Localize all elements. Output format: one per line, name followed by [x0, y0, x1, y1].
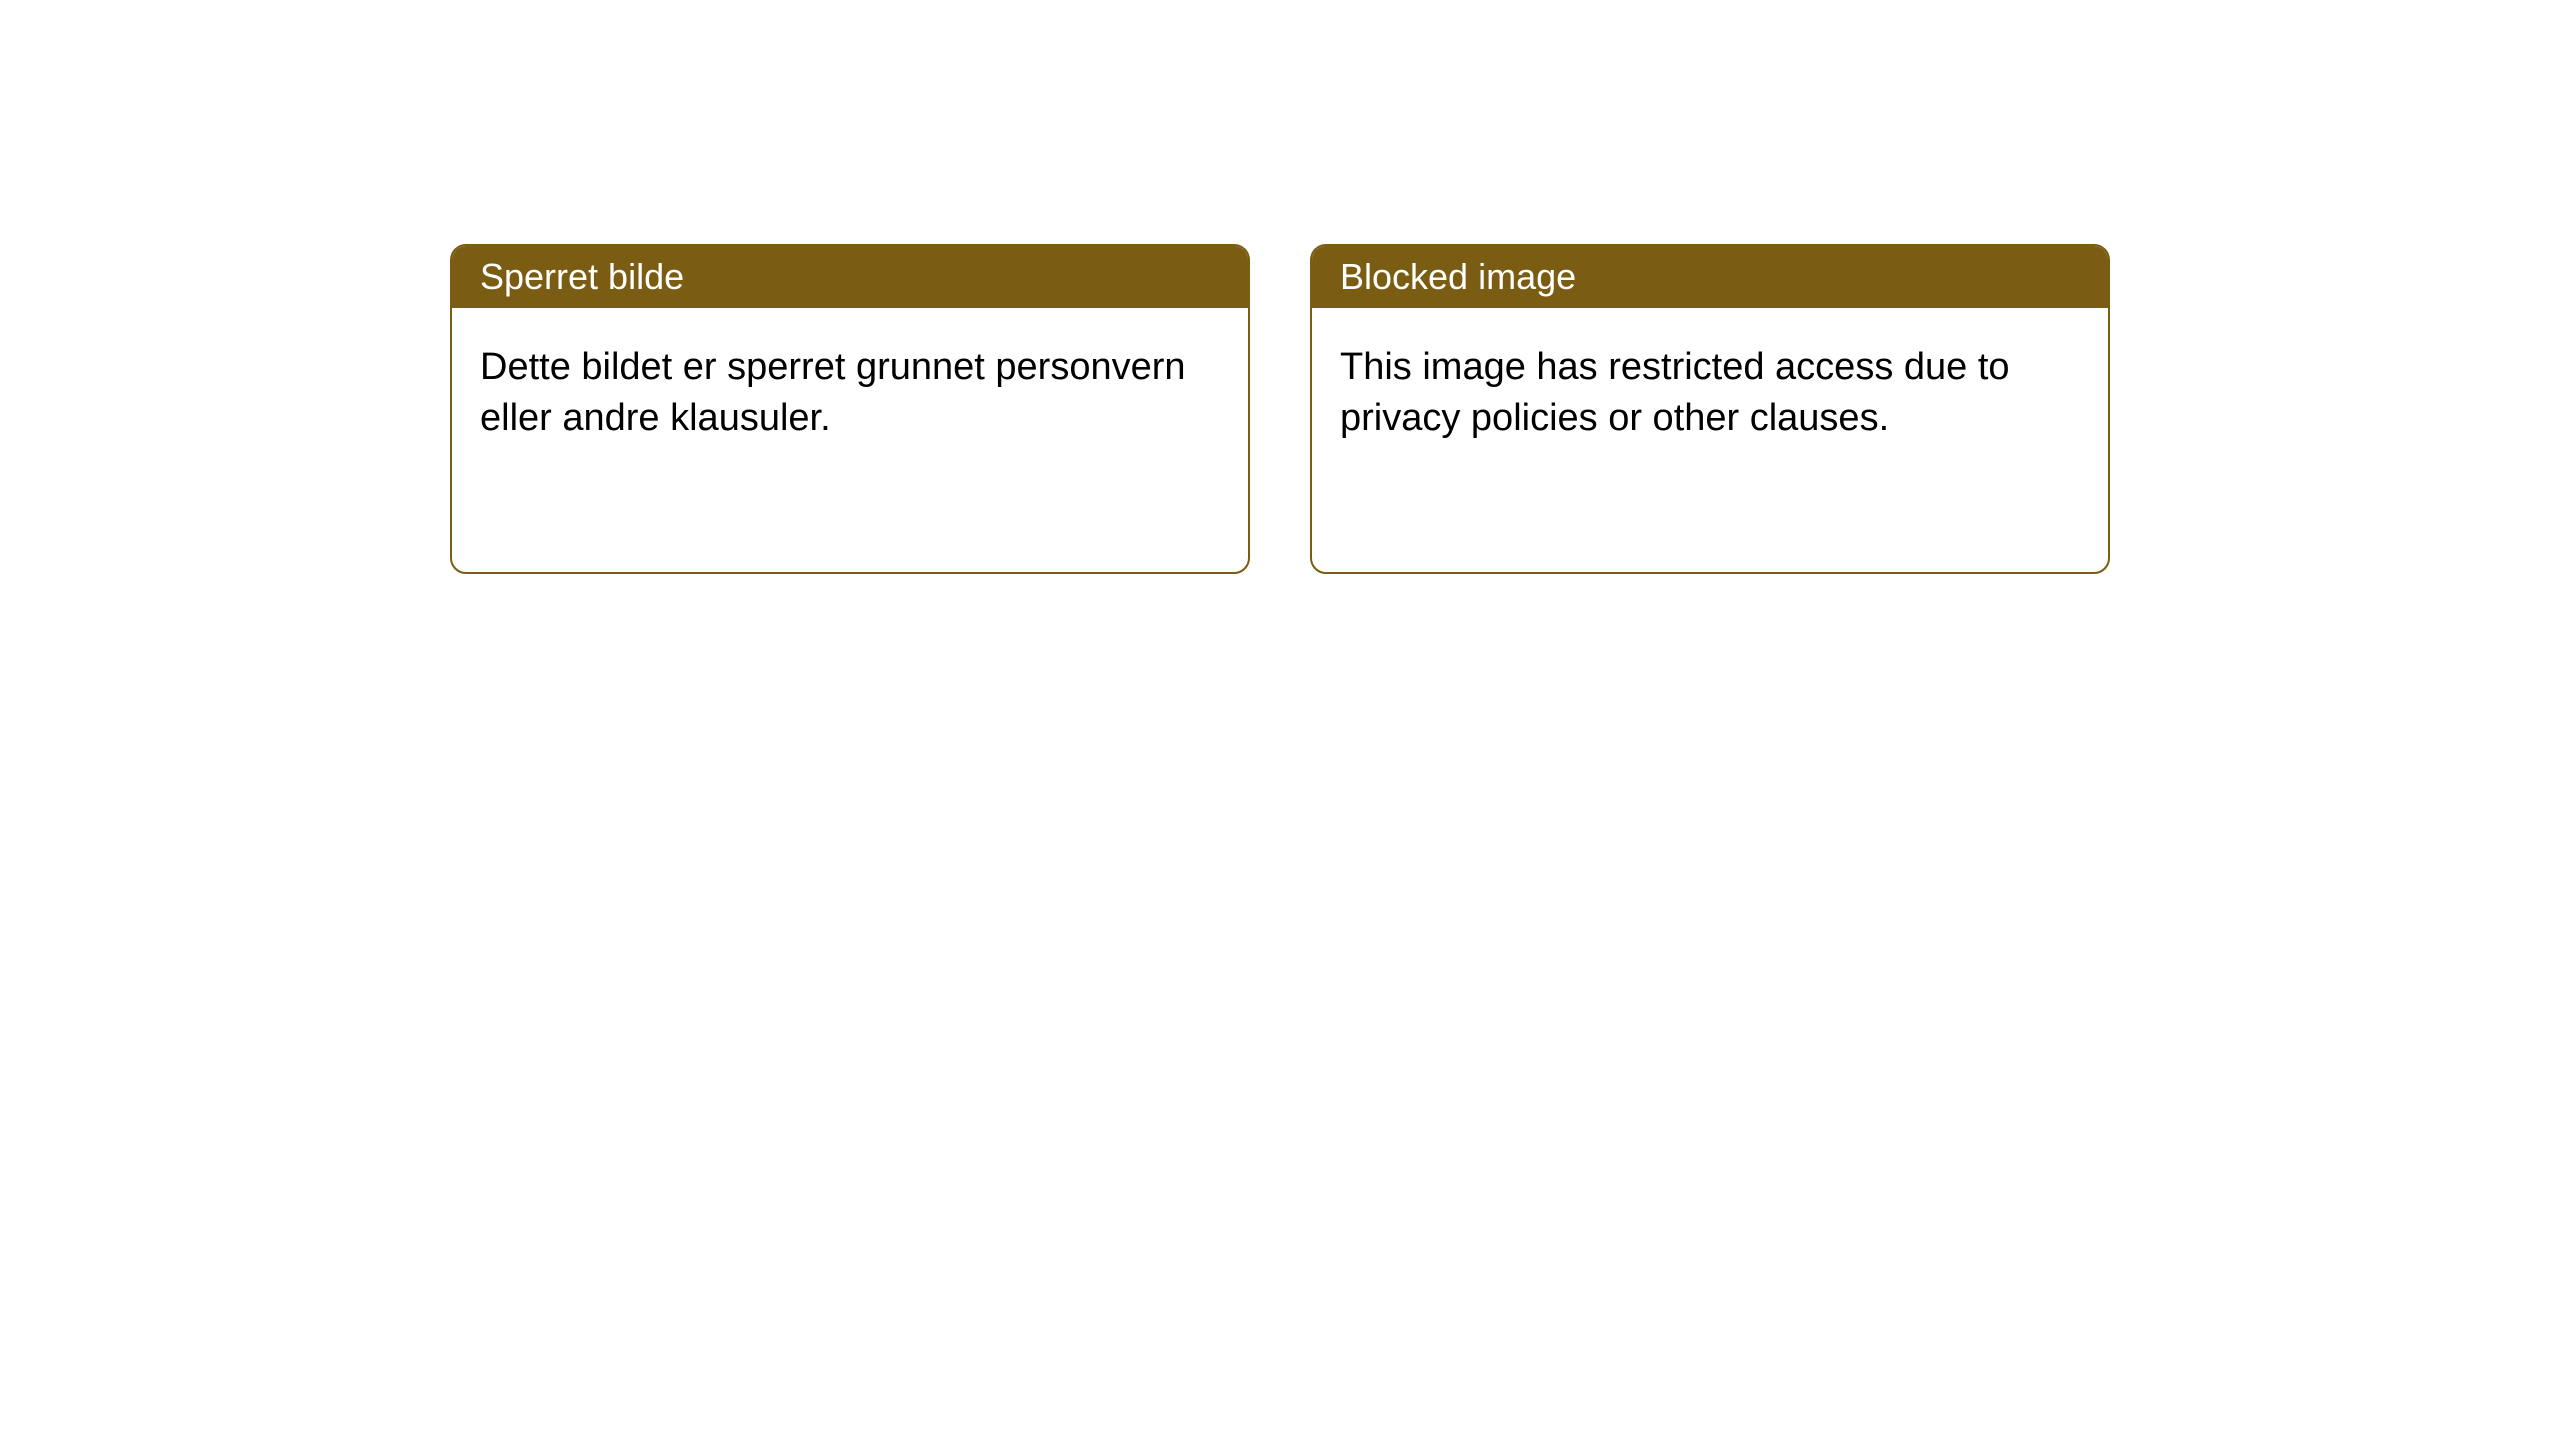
card-title: Sperret bilde — [480, 256, 684, 297]
card-title: Blocked image — [1340, 256, 1576, 297]
card-body: This image has restricted access due to … — [1312, 308, 2108, 479]
blocked-image-card-en: Blocked image This image has restricted … — [1310, 244, 2110, 574]
blocked-image-card-no: Sperret bilde Dette bildet er sperret gr… — [450, 244, 1250, 574]
card-body: Dette bildet er sperret grunnet personve… — [452, 308, 1248, 479]
card-body-text: Dette bildet er sperret grunnet personve… — [480, 346, 1186, 439]
notice-container: Sperret bilde Dette bildet er sperret gr… — [450, 244, 2110, 574]
card-header: Sperret bilde — [452, 246, 1248, 308]
card-header: Blocked image — [1312, 246, 2108, 308]
card-body-text: This image has restricted access due to … — [1340, 346, 2010, 439]
